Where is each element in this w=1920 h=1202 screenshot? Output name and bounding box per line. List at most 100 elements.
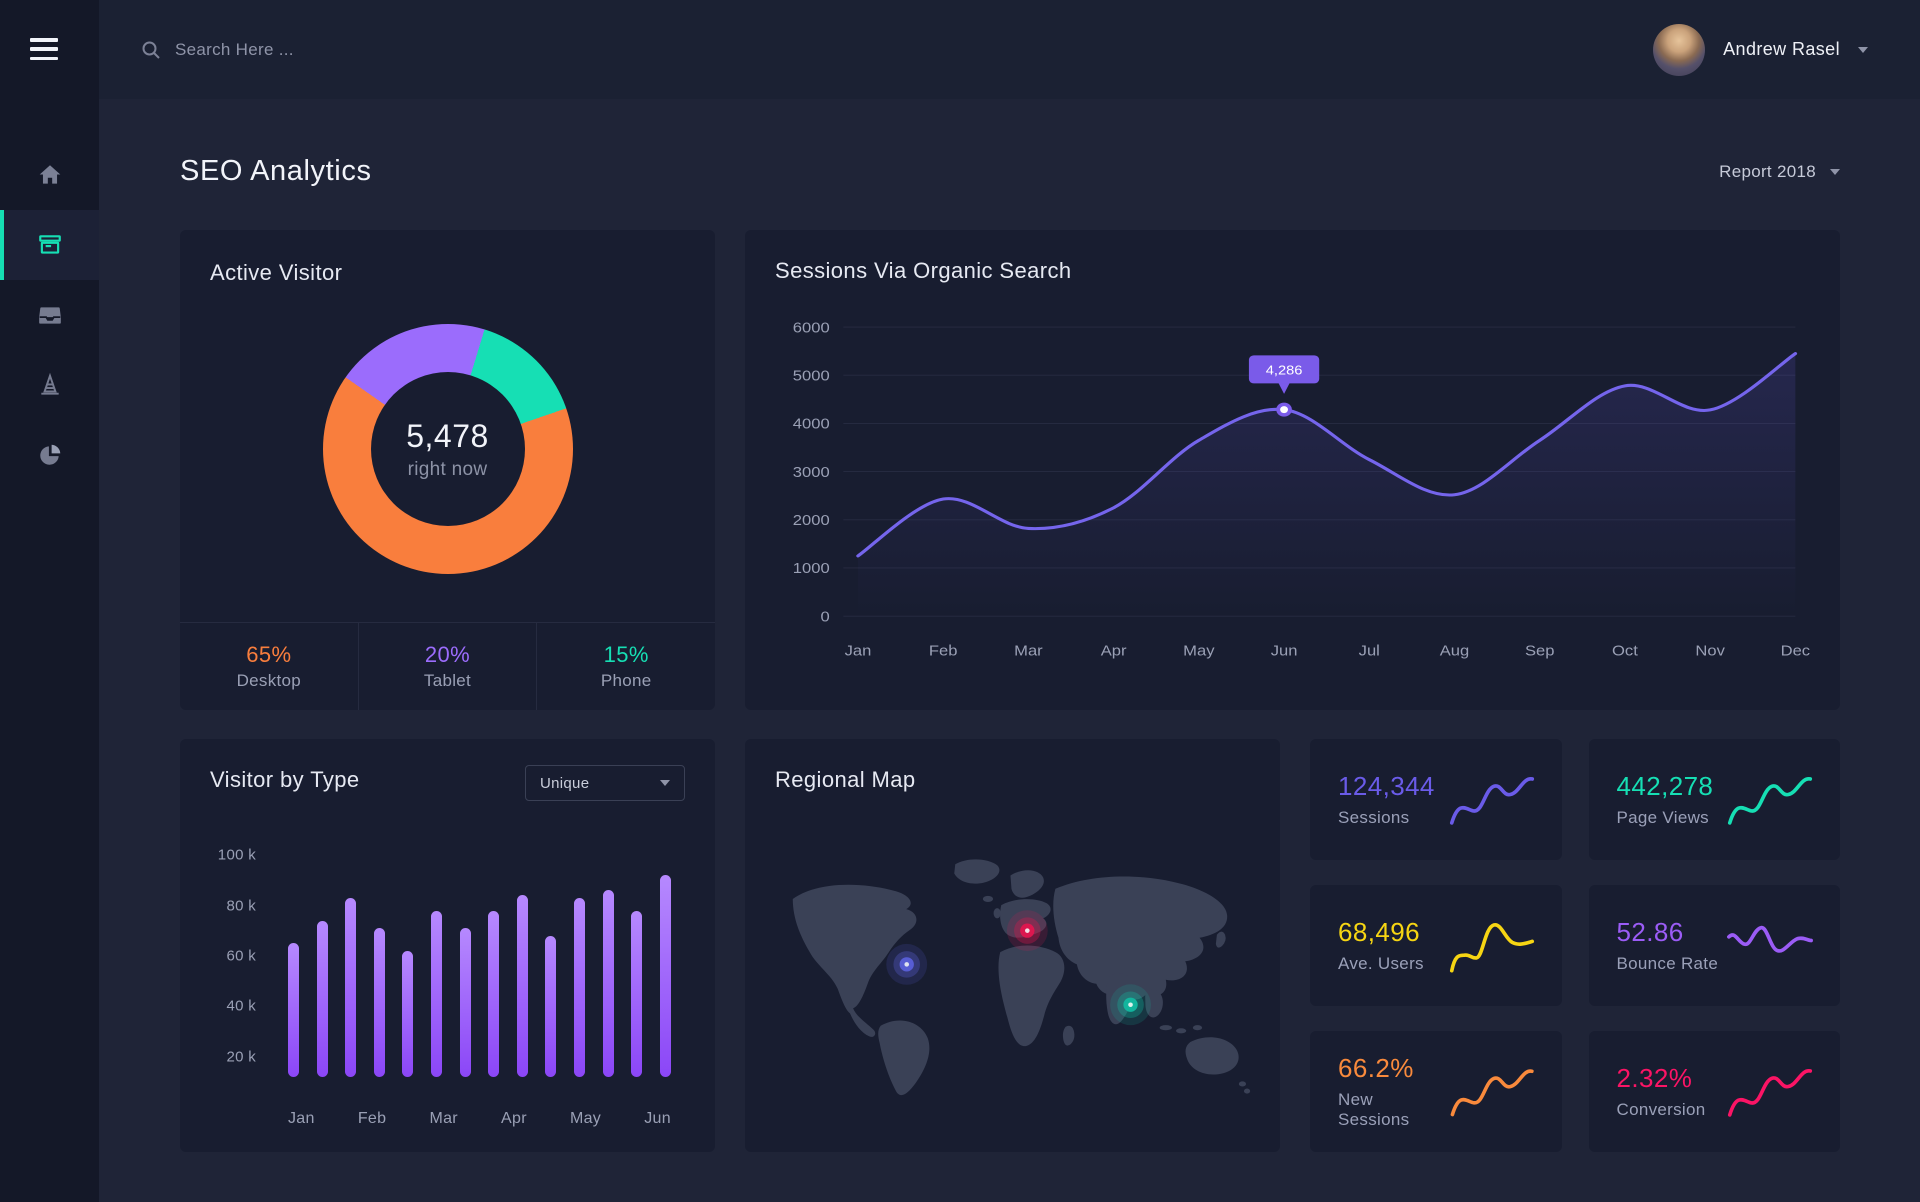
donut-chart: 5,478 right now	[322, 324, 573, 574]
stats-grid: 124,344 Sessions 442,278 Page Views 68,4…	[1310, 739, 1840, 1152]
sidebar-item-inbox[interactable]	[0, 280, 99, 350]
visitor-type-select-value: Unique	[540, 774, 590, 792]
breakdown-phone: 15% Phone	[536, 623, 715, 710]
visitor-by-type-card: Visitor by Type Unique 100 k 80 k 60 k 40 k…	[180, 739, 715, 1152]
svg-text:3000: 3000	[793, 465, 830, 481]
svg-text:1000: 1000	[793, 561, 830, 577]
svg-text:Oct: Oct	[1612, 643, 1638, 659]
desktop-label: Desktop	[236, 671, 302, 690]
home-icon	[39, 165, 60, 184]
user-menu[interactable]: Andrew Rasel	[1653, 23, 1868, 76]
chevron-down-icon	[660, 780, 670, 786]
svg-text:May: May	[1183, 643, 1214, 659]
map-marker-europe[interactable]	[1006, 910, 1048, 952]
tablet-percent: 20%	[424, 642, 471, 667]
bar-x-label: Feb	[357, 1110, 387, 1127]
stat-label: Ave. Users	[1338, 954, 1424, 973]
main-content: SEO Analytics Report 2018 Active Visitor…	[99, 99, 1920, 1202]
svg-text:4,286: 4,286	[1266, 362, 1303, 377]
active-visitor-count: 5,478	[406, 417, 489, 454]
visitor-type-select[interactable]: Unique	[525, 765, 685, 801]
regional-map-card: Regional Map	[745, 739, 1280, 1152]
bar	[288, 943, 299, 1077]
stat-card-sessions: 124,344 Sessions	[1310, 739, 1562, 860]
svg-text:Mar: Mar	[1014, 643, 1043, 659]
bar-x-label: Jan	[288, 1110, 315, 1127]
bar-chart-y-axis: 100 k 80 k 60 k 40 k 20 k	[210, 845, 262, 1077]
continents	[792, 859, 1251, 1096]
stat-card-bounce-rate: 52.86 Bounce Rate	[1588, 885, 1840, 1006]
svg-text:0: 0	[820, 609, 829, 625]
svg-text:2000: 2000	[793, 513, 830, 529]
report-dropdown[interactable]: Report 2018	[1719, 162, 1840, 182]
bar	[659, 875, 671, 1077]
hamburger-menu-icon[interactable]	[30, 38, 58, 60]
sidebar-item-analytics[interactable]	[0, 420, 99, 490]
svg-text:4000: 4000	[793, 416, 830, 432]
phone-percent: 15%	[603, 642, 649, 667]
sidebar-item-home[interactable]	[0, 140, 99, 210]
report-dropdown-label: Report 2018	[1719, 161, 1816, 181]
stat-value: 124,344	[1338, 771, 1435, 801]
svg-text:Dec: Dec	[1781, 643, 1810, 659]
sparkline-sessions	[1449, 776, 1534, 825]
bar	[316, 920, 328, 1077]
stat-label: New Sessions	[1338, 1090, 1410, 1129]
svg-text:Feb: Feb	[929, 643, 958, 659]
world-map	[792, 859, 1251, 1096]
map-marker-asia[interactable]	[1110, 984, 1151, 1026]
chart-tooltip: 4,286	[1248, 355, 1320, 417]
tablet-label: Tablet	[423, 671, 472, 690]
bar	[631, 910, 643, 1077]
breakdown-tablet: 20% Tablet	[357, 623, 537, 710]
sparkline-ave-users	[1449, 922, 1534, 973]
stat-value: 52.86	[1616, 917, 1684, 947]
bar-y-tick: 40 k	[226, 997, 256, 1015]
pie-chart-icon	[39, 444, 60, 465]
breakdown-desktop: 65% Desktop	[180, 623, 358, 710]
sidebar	[0, 0, 99, 1202]
regional-map-title: Regional Map	[775, 767, 916, 792]
bar	[402, 950, 414, 1077]
stat-card-conversion: 2.32% Conversion	[1588, 1031, 1840, 1152]
stat-card-page-views: 442,278 Page Views	[1588, 739, 1840, 860]
bar	[574, 897, 586, 1077]
bar	[431, 910, 443, 1077]
svg-text:Apr: Apr	[1101, 643, 1127, 659]
search-input[interactable]	[175, 39, 595, 60]
bar	[488, 910, 500, 1077]
bar	[373, 928, 385, 1077]
search-bar	[141, 39, 1653, 60]
stat-value: 68,496	[1338, 917, 1420, 947]
stat-value: 66.2%	[1338, 1053, 1414, 1083]
svg-text:Aug: Aug	[1440, 643, 1470, 659]
page-title: SEO Analytics	[180, 155, 372, 187]
bar-x-label: May	[569, 1110, 602, 1127]
bar-x-label: Mar	[429, 1110, 458, 1127]
bar	[516, 895, 528, 1077]
svg-text:5000: 5000	[793, 368, 830, 384]
archive-box-icon	[38, 235, 61, 254]
svg-text:Nov: Nov	[1695, 643, 1725, 659]
map-marker-north-america[interactable]	[886, 943, 928, 985]
avatar[interactable]	[1653, 23, 1706, 76]
topbar: Andrew Rasel	[99, 0, 1920, 99]
bar-y-tick: 60 k	[226, 947, 256, 965]
inbox-icon	[38, 307, 61, 324]
device-breakdown: 65% Desktop 20% Tablet 15% Phone	[180, 622, 715, 710]
bar-x-label: Jun	[644, 1110, 671, 1127]
stat-label: Page Views	[1616, 808, 1709, 827]
stat-card-ave-users: 68,496 Ave. Users	[1310, 885, 1562, 1006]
active-visitor-card: Active Visitor 5,478 right now 65% Deskt…	[180, 230, 715, 710]
active-visitor-count-label: right now	[407, 458, 488, 480]
bar	[545, 935, 557, 1077]
bar-y-tick: 20 k	[226, 1048, 256, 1066]
bar-y-tick: 100 k	[217, 846, 256, 864]
user-name: Andrew Rasel	[1723, 39, 1840, 59]
sidebar-item-cone[interactable]	[0, 350, 99, 420]
stat-label: Bounce Rate	[1616, 954, 1719, 973]
stat-label: Sessions	[1338, 808, 1410, 827]
bar	[602, 890, 614, 1077]
search-icon	[142, 41, 160, 59]
sidebar-item-archive[interactable]	[0, 210, 99, 280]
